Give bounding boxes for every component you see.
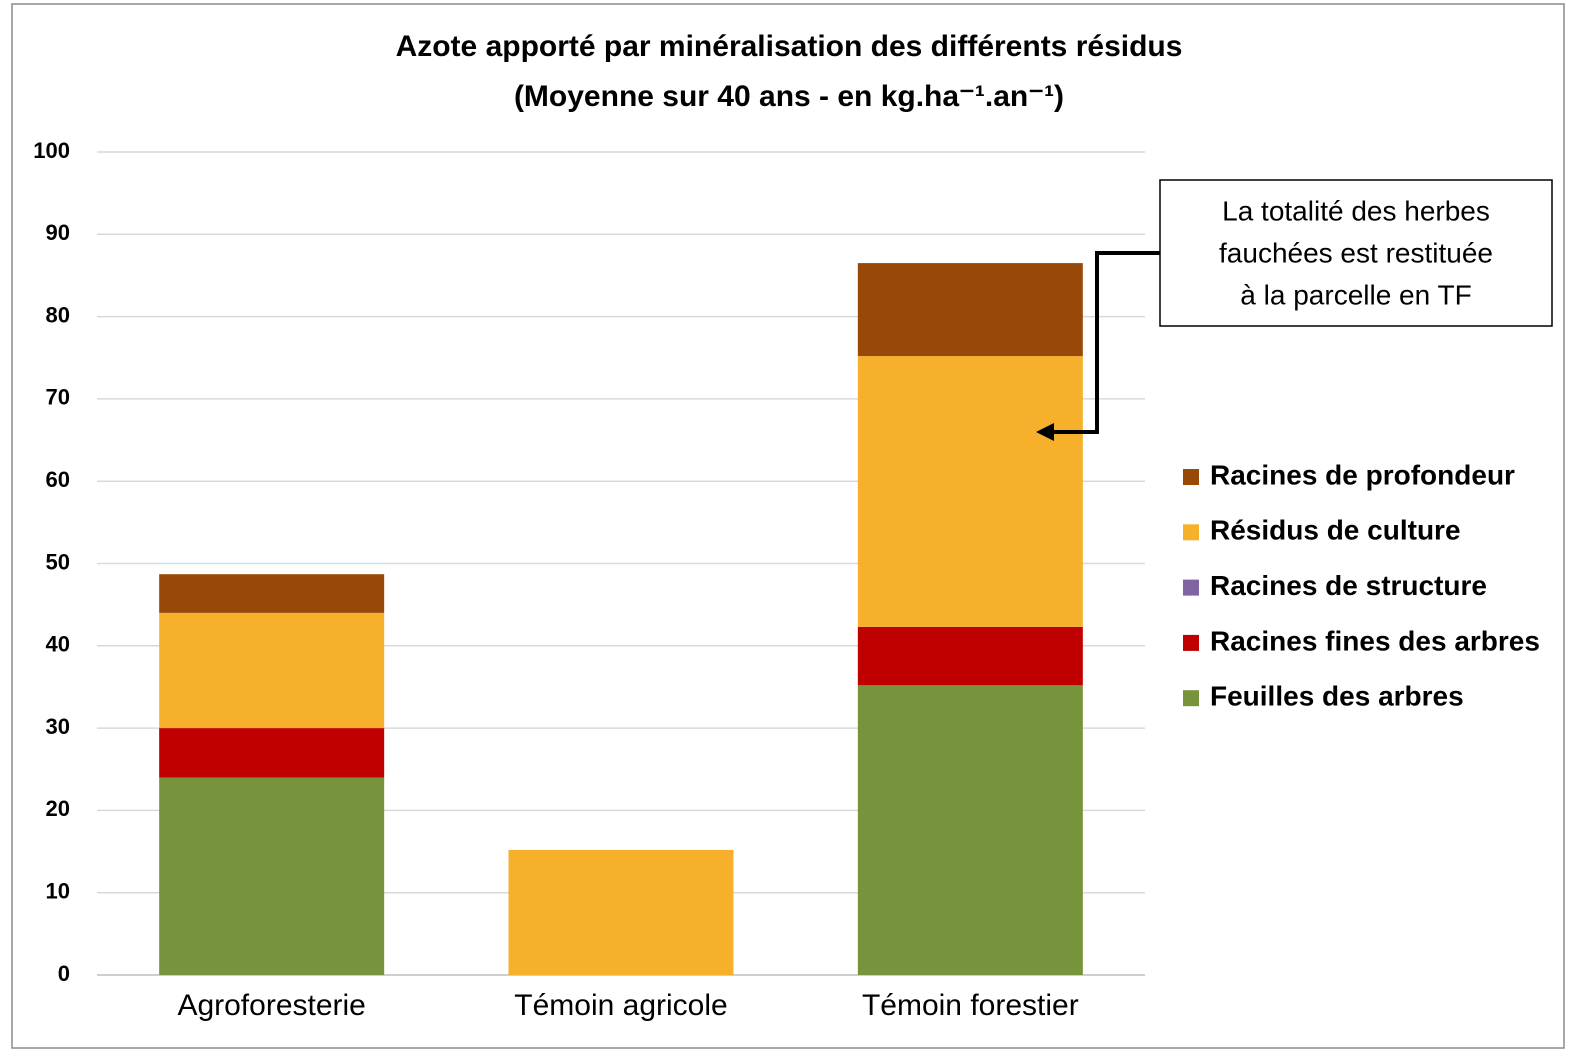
y-tick-label: 20 (46, 796, 70, 821)
bar-segment (857, 263, 1083, 357)
annotation-arrow (1050, 251, 1160, 434)
legend-swatch (1183, 469, 1199, 485)
bar-segment (159, 728, 385, 778)
y-tick-label: 60 (46, 467, 70, 492)
legend-label: Racines de structure (1210, 570, 1487, 601)
annotation-text: fauchées est restituée (1219, 237, 1493, 268)
annotation-text: à la parcelle en TF (1240, 279, 1471, 310)
y-tick-label: 10 (46, 879, 70, 904)
x-tick-label: Témoin forestier (862, 989, 1079, 1022)
bar-segment (508, 849, 734, 975)
chart-title: Azote apporté par minéralisation des dif… (396, 30, 1183, 63)
annotation-text: La totalité des herbes (1222, 195, 1490, 226)
bar-segment (857, 626, 1083, 686)
y-tick-label: 70 (46, 385, 70, 410)
bar-segment (857, 356, 1083, 627)
y-tick-label: 80 (46, 302, 70, 327)
y-tick-label: 90 (46, 220, 70, 245)
legend-swatch (1183, 524, 1199, 541)
y-tick-label: 50 (46, 549, 70, 574)
arrow-head (1036, 423, 1054, 441)
legend-label: Résidus de culture (1210, 515, 1461, 546)
bar-segment (159, 574, 385, 613)
legend-label: Racines fines des arbres (1210, 625, 1540, 656)
bar-segment (857, 685, 1083, 975)
legend-label: Racines de profondeur (1210, 459, 1515, 490)
legend-swatch (1183, 690, 1199, 707)
y-tick-label: 30 (46, 714, 70, 739)
x-tick-label: Témoin agricole (514, 989, 727, 1022)
y-tick-label: 40 (46, 632, 70, 657)
y-tick-label: 0 (58, 961, 70, 986)
x-tick-label: Agroforesterie (177, 989, 365, 1022)
chart-subtitle: (Moyenne sur 40 ans - en kg.ha⁻¹.an⁻¹) (514, 80, 1064, 113)
y-tick-label: 100 (33, 138, 70, 163)
bar-segment (159, 777, 385, 975)
legend-swatch (1183, 634, 1199, 651)
bar-segment (159, 612, 385, 729)
legend-label: Feuilles des arbres (1210, 681, 1464, 712)
legend-swatch (1183, 579, 1199, 596)
plot-area: 0 10 20 30 40 50 60 70 80 90 100 Agroforesterie Témo… (33, 138, 1540, 1022)
